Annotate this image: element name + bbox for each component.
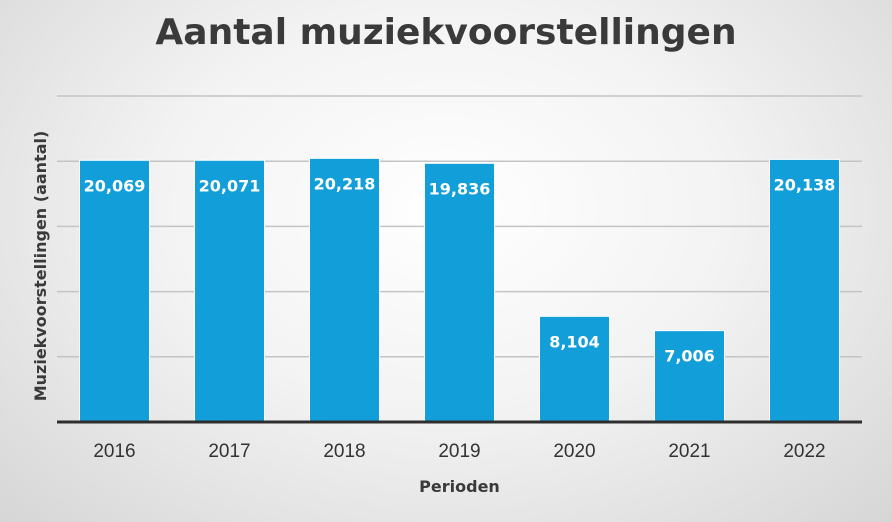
bars: 20,069 20,071 20,218 19,836 8,104 7,006 20,138 — [79, 157, 840, 423]
y-axis-title: Muziekvoorstellingen (aantal) — [31, 131, 50, 402]
data-label-2016: 20,069 — [84, 176, 146, 195]
x-tick-label-2018: 2018 — [323, 441, 365, 462]
data-label-2017: 20,071 — [199, 176, 261, 195]
chart-title: Aantal muziekvoorstellingen — [155, 12, 737, 53]
x-tick-label-2021: 2021 — [668, 441, 710, 462]
data-label-2022: 20,138 — [774, 175, 836, 194]
bar-2021 — [654, 330, 725, 423]
bar-2022 — [769, 158, 840, 423]
x-tick-label-2020: 2020 — [553, 441, 595, 462]
bar-2019 — [424, 162, 495, 423]
bar-2017 — [194, 159, 265, 423]
data-label-2018: 20,218 — [314, 174, 376, 193]
x-tick-labels: 2016 2017 2018 2019 2020 2021 2022 — [93, 441, 825, 462]
bar-2016 — [79, 159, 150, 423]
x-axis-title: Perioden — [419, 477, 500, 496]
data-label-2021: 7,006 — [664, 347, 715, 366]
x-tick-label-2022: 2022 — [783, 441, 825, 462]
bar-2018 — [309, 157, 380, 423]
data-label-2019: 19,836 — [429, 179, 491, 198]
x-tick-label-2017: 2017 — [208, 441, 250, 462]
data-label-2020: 8,104 — [549, 332, 600, 351]
bar-2020 — [539, 315, 610, 423]
x-tick-label-2019: 2019 — [438, 441, 480, 462]
x-tick-label-2016: 2016 — [93, 441, 135, 462]
